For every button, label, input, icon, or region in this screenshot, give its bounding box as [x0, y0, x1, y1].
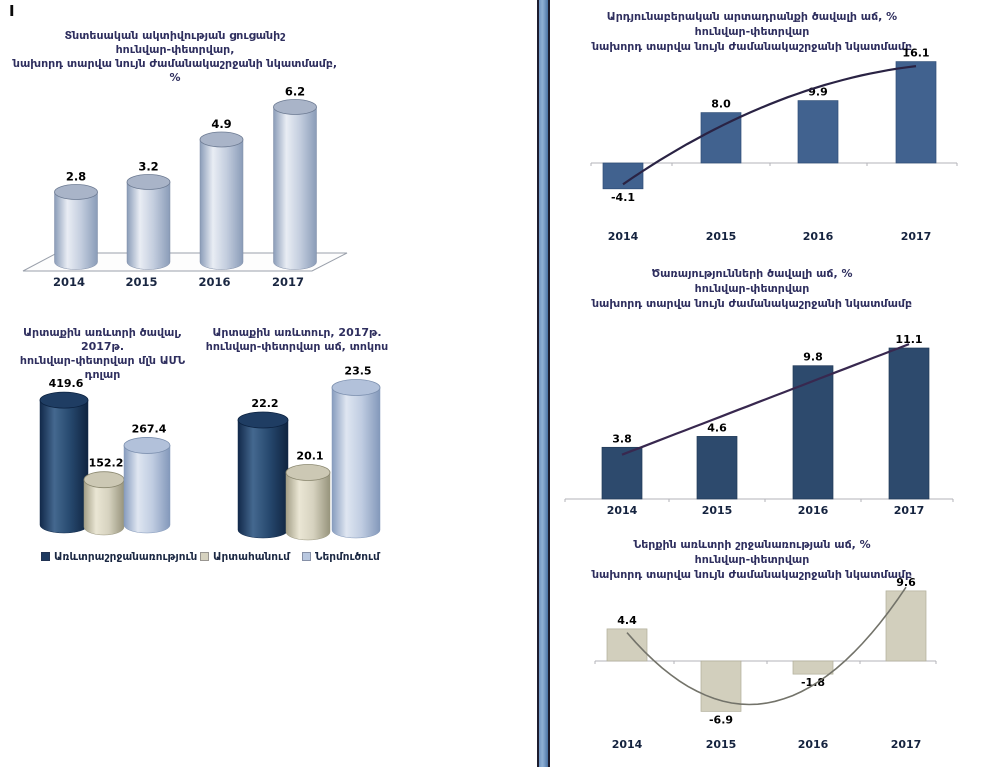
svg-text:2015: 2015 [706, 230, 737, 243]
legend-item-export: Արտահանում [200, 551, 290, 563]
export-swatch-icon [200, 552, 209, 561]
title-line: հունվար-փետրվար մլն ԱՄՆ դոլար [19, 354, 186, 381]
title-line: հունվար-փետրվար [694, 553, 810, 566]
domestic-trade-title: Ներքին առևտրի շրջանառության աճ, % հունվա… [557, 537, 947, 582]
services-growth-title: Ծառայությունների ծավալի աճ, % հունվար-փե… [557, 266, 947, 311]
svg-text:419.6: 419.6 [49, 377, 84, 390]
svg-text:9.8: 9.8 [803, 351, 823, 364]
svg-text:2015: 2015 [706, 738, 737, 751]
svg-text:-1.8: -1.8 [801, 676, 825, 689]
section-number: I [9, 2, 15, 20]
foreign-trade-volume-chart: 419.6 152.2 267.4 [10, 372, 220, 550]
title-line: հունվար-փետրվար [694, 282, 810, 295]
title-line: նախորդ տարվա նույն ժամանակաշրջանի նկատմա… [591, 297, 913, 310]
svg-text:4.4: 4.4 [617, 614, 637, 627]
svg-text:4.6: 4.6 [707, 421, 727, 434]
trade-legend: Առևտրաշրջանառություն Արտահանում Ներմուծո… [0, 551, 537, 569]
title-line: նախորդ տարվա նույն ժամանակաշրջանի նկատմա… [12, 57, 338, 84]
svg-text:11.1: 11.1 [895, 333, 922, 346]
legend-item-import: Ներմուծում [302, 551, 380, 563]
svg-text:2017: 2017 [901, 230, 932, 243]
title-line: հունվար-փետրվար աճ, տոկոս [205, 340, 389, 353]
svg-text:267.4: 267.4 [132, 422, 167, 435]
title-line: Ծառայությունների ծավալի աճ, % [651, 267, 853, 280]
svg-text:23.5: 23.5 [344, 365, 371, 378]
title-line: հունվար-փետրվար, [115, 43, 235, 56]
svg-text:2015: 2015 [702, 504, 733, 517]
svg-text:6.2: 6.2 [285, 85, 305, 99]
svg-text:2015: 2015 [125, 275, 157, 289]
svg-text:2017: 2017 [894, 504, 925, 517]
title-line: Արտաքին առևտրի ծավալ, 2017թ. [23, 326, 182, 353]
svg-text:8.0: 8.0 [711, 98, 731, 111]
svg-text:2017: 2017 [891, 738, 922, 751]
svg-text:2014: 2014 [608, 230, 639, 243]
svg-text:9.6: 9.6 [896, 576, 916, 589]
svg-text:3.2: 3.2 [138, 160, 158, 174]
legend-label: Ներմուծում [315, 551, 380, 563]
svg-text:2016: 2016 [803, 230, 834, 243]
title-line: Ներքին առևտրի շրջանառության աճ, % [633, 538, 871, 551]
economic-activity-title: Տնտեսական ակտիվության ցուցանիշ հունվար-փ… [10, 29, 340, 85]
svg-text:22.2: 22.2 [251, 397, 278, 410]
svg-text:152.2: 152.2 [89, 457, 124, 470]
svg-text:2.8: 2.8 [66, 170, 86, 184]
legend-label: Առևտրաշրջանառություն [54, 551, 198, 563]
svg-text:3.8: 3.8 [612, 432, 632, 445]
title-line: Տնտեսական ակտիվության ցուցանիշ [64, 29, 286, 42]
title-line: նախորդ տարվա նույն ժամանակաշրջանի նկատմա… [591, 568, 913, 581]
svg-text:2014: 2014 [612, 738, 643, 751]
import-swatch-icon [302, 552, 311, 561]
domestic-trade-chart: 4.4 -6.9 -1.8 9.6 2014 2015 2016 2017 [555, 576, 1000, 767]
services-growth-chart: 3.8 4.6 9.8 11.1 2014 2015 2016 2017 [555, 308, 1000, 520]
svg-text:20.1: 20.1 [296, 450, 323, 463]
svg-text:2014: 2014 [607, 504, 638, 517]
title-line: հունվար-փետրվար [694, 25, 810, 38]
title-line: Արտաքին առևտուր, 2017թ. [212, 326, 382, 339]
svg-text:4.9: 4.9 [211, 117, 231, 131]
svg-text:2016: 2016 [198, 275, 230, 289]
svg-text:2016: 2016 [798, 738, 829, 751]
foreign-trade-growth-title: Արտաքին առևտուր, 2017թ. հունվար-փետրվար … [197, 326, 397, 354]
industrial-output-title: Արդյունաբերական արտադրանքի ծավալի աճ, % … [557, 9, 947, 54]
legend-label: Արտահանում [213, 551, 290, 563]
title-line: նախորդ տարվա նույն ժամանակաշրջանի նկատմա… [591, 40, 913, 53]
economic-activity-chart: 2.8 3.2 4.9 6.2 2014 2015 2016 2017 [5, 72, 390, 300]
title-line: Արդյունաբերական արտադրանքի ծավալի աճ, % [606, 10, 898, 23]
legend-item-turnover: Առևտրաշրջանառություն [41, 551, 197, 563]
svg-text:2016: 2016 [798, 504, 829, 517]
turnover-swatch-icon [41, 552, 50, 561]
foreign-trade-volume-title: Արտաքին առևտրի ծավալ, 2017թ. հունվար-փետ… [5, 326, 200, 382]
svg-text:2014: 2014 [53, 275, 85, 289]
svg-text:-6.9: -6.9 [709, 713, 733, 726]
svg-text:2017: 2017 [272, 275, 304, 289]
industrial-output-chart: -4.1 8.0 9.9 16.1 2014 2015 2016 2017 [555, 47, 1000, 252]
svg-text:16.1: 16.1 [902, 47, 929, 60]
svg-text:-4.1: -4.1 [611, 191, 635, 204]
foreign-trade-growth-chart: 22.2 20.1 23.5 [225, 360, 425, 542]
vertical-divider [537, 0, 550, 767]
